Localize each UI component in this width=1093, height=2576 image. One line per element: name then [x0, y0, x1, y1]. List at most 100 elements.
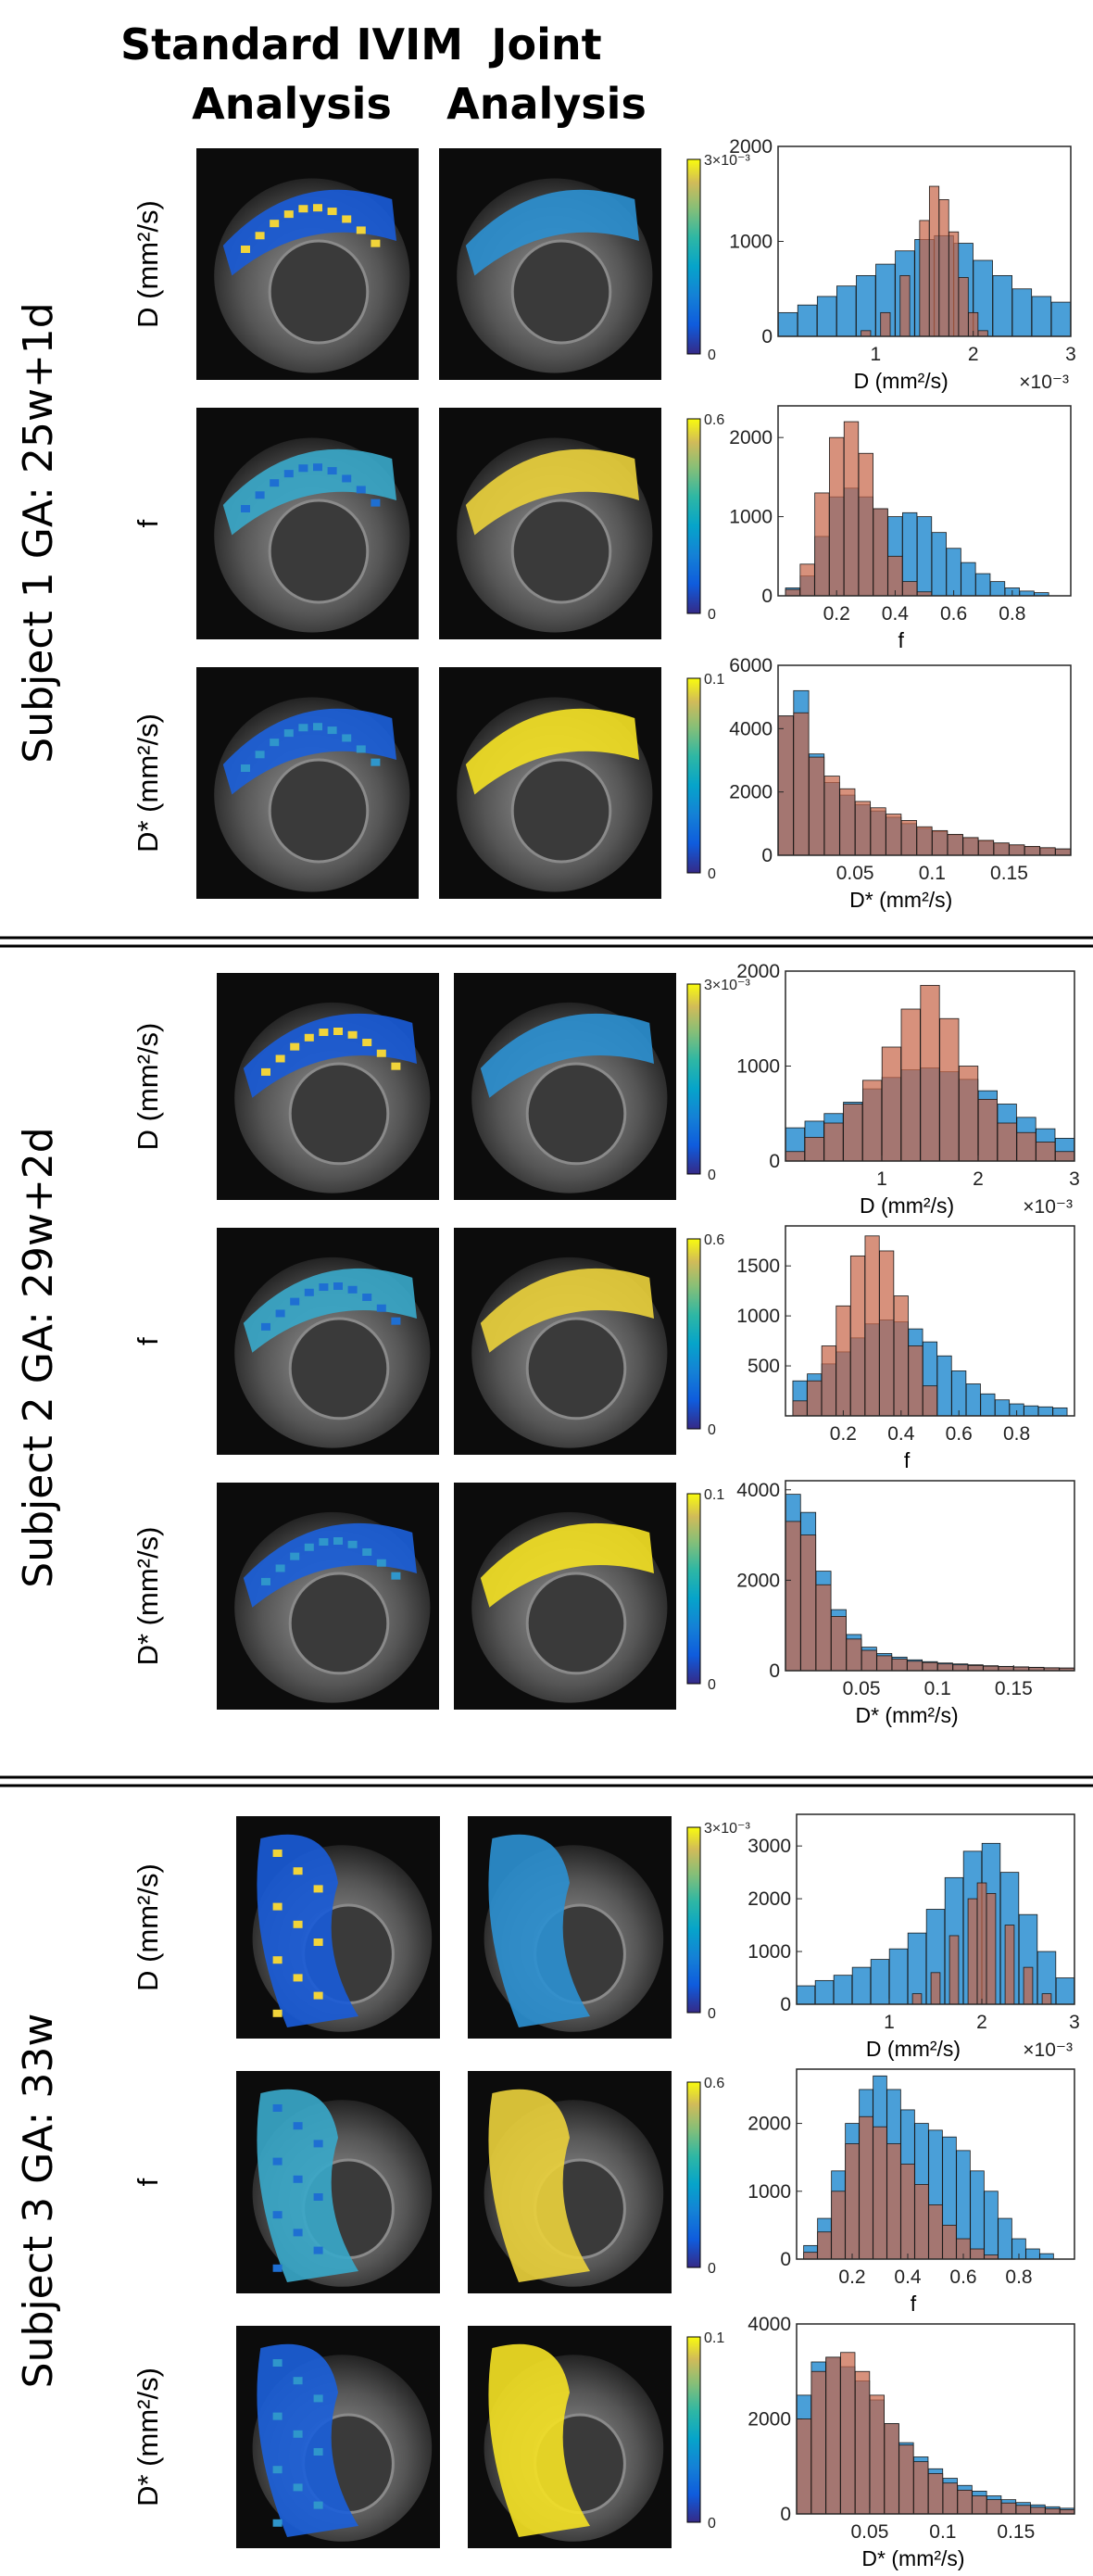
- joint-bar: [919, 220, 930, 337]
- col-head-standard-line1: Standard IVIM: [120, 19, 463, 69]
- x-tick-label: 2: [976, 2012, 987, 2033]
- colorbar: [686, 1238, 701, 1430]
- colorbar-min-label: 0: [708, 2261, 716, 2277]
- joint-bar: [928, 185, 940, 337]
- standard-bar: [965, 1383, 981, 1417]
- standard-ivim-map: [196, 408, 419, 639]
- joint-bar: [792, 1400, 808, 1417]
- joint-bar: [840, 2352, 856, 2515]
- joint-bar: [799, 563, 815, 597]
- x-tick-label: 2: [968, 344, 979, 365]
- joint-bar: [986, 2499, 1002, 2515]
- y-tick-label: 2000: [748, 2114, 791, 2135]
- joint-bar: [777, 715, 794, 856]
- x-axis-label: D* (mm²/s): [855, 1703, 958, 1727]
- x-axis-label: D* (mm²/s): [861, 2546, 964, 2570]
- y-tick-label: 2000: [736, 961, 780, 982]
- joint-bar: [854, 801, 872, 856]
- x-tick-label: 0.8: [1003, 1423, 1030, 1445]
- joint-bar: [1004, 1925, 1015, 2005]
- joint-bar: [970, 2248, 985, 2260]
- standard-bar: [1031, 296, 1052, 337]
- y-tick-label: 1000: [729, 507, 773, 528]
- x-tick-label: 0.2: [823, 603, 850, 625]
- joint-bar: [997, 1122, 1017, 1162]
- colorbar: [686, 983, 701, 1175]
- x-tick-label: 0.6: [946, 1423, 973, 1445]
- joint-bar: [864, 1235, 880, 1417]
- standard-bar: [816, 296, 837, 337]
- joint-bar: [958, 277, 969, 337]
- colorbar: [686, 158, 701, 355]
- joint-bar: [829, 436, 845, 597]
- row-label: D* (mm²/s): [132, 2368, 164, 2507]
- standard-bar: [975, 573, 991, 597]
- joint-bar: [823, 1122, 844, 1162]
- standard-bar: [951, 1370, 967, 1417]
- joint-bar: [810, 2370, 826, 2515]
- standard-bar: [994, 1399, 1011, 1417]
- standard-bar: [796, 1985, 816, 2005]
- joint-bar: [977, 1098, 998, 1162]
- standard-bar: [1037, 1406, 1053, 1417]
- joint-bar: [1030, 2507, 1046, 2515]
- joint-bar: [880, 311, 891, 337]
- x-tick-label: 0.6: [940, 603, 967, 625]
- joint-bar: [899, 274, 911, 337]
- joint-bar: [845, 2143, 860, 2260]
- joint-bar: [785, 1151, 805, 1162]
- joint-bar: [1000, 2502, 1017, 2515]
- row-label: D* (mm²/s): [132, 713, 164, 852]
- joint-bar: [785, 588, 800, 597]
- joint-bar: [942, 2482, 958, 2515]
- joint-bar: [843, 421, 860, 597]
- joint-bar: [839, 788, 856, 856]
- colorbar-min-label: 0: [708, 866, 716, 882]
- joint-bar: [900, 820, 917, 856]
- joint-bar: [900, 1008, 921, 1162]
- y-tick-label: 0: [780, 2504, 791, 2525]
- x-tick-label: 0.05: [836, 863, 874, 884]
- joint-bar: [884, 2423, 899, 2515]
- x-tick-label: 0.2: [830, 1423, 857, 1445]
- standard-bar: [936, 1355, 952, 1417]
- colorbar-max-label: 0.1: [704, 2330, 724, 2346]
- colorbar-min-label: 0: [708, 1168, 716, 1183]
- standard-bar: [946, 548, 961, 597]
- colorbar: [686, 2081, 701, 2268]
- y-tick-label: 2000: [748, 2409, 791, 2431]
- joint-analysis-map: [454, 1483, 676, 1710]
- colorbar-min-label: 0: [708, 607, 716, 623]
- standard-bar: [833, 1975, 853, 2005]
- joint-bar: [967, 1898, 978, 2005]
- x-tick-label: 0.6: [949, 2267, 976, 2288]
- joint-bar: [1039, 847, 1056, 856]
- joint-bar: [831, 1616, 847, 1672]
- x-tick-label: 0.15: [997, 2521, 1035, 2543]
- colorbar-max-label: 0.1: [704, 1487, 724, 1503]
- x-tick-label: 1: [870, 344, 881, 365]
- joint-bar: [861, 330, 872, 337]
- standard-ivim-map: [217, 1483, 439, 1710]
- plot-frame: [796, 1813, 1075, 2005]
- joint-bar: [823, 776, 840, 856]
- colorbar-max-label: 3×10⁻³: [704, 978, 750, 993]
- y-tick-label: 0: [780, 1994, 791, 2015]
- standard-bar: [984, 2191, 999, 2260]
- joint-bar: [902, 581, 918, 597]
- joint-bar: [876, 1655, 893, 1672]
- histogram-s1_D: 0 1000 2000 1 2 3 D (mm²/s) ×10⁻³: [729, 136, 1076, 393]
- y-tick-label: 0: [761, 326, 773, 347]
- row-label: D* (mm²/s): [132, 1527, 164, 1666]
- row-label: f: [132, 519, 164, 527]
- colorbar-max-label: 3×10⁻³: [704, 1821, 750, 1837]
- histogram-s3_D: 0 1000 2000 3000 1 2 3 D (mm²/s) ×10⁻³: [748, 1813, 1080, 2061]
- joint-bar: [887, 555, 903, 597]
- joint-bar: [862, 1080, 883, 1162]
- joint-bar: [900, 2164, 915, 2260]
- joint-bar: [914, 2184, 929, 2260]
- x-tick-label: 0.1: [929, 2521, 956, 2543]
- standard-bar: [1019, 590, 1035, 597]
- colorbar-max-label: 0.6: [704, 1232, 724, 1248]
